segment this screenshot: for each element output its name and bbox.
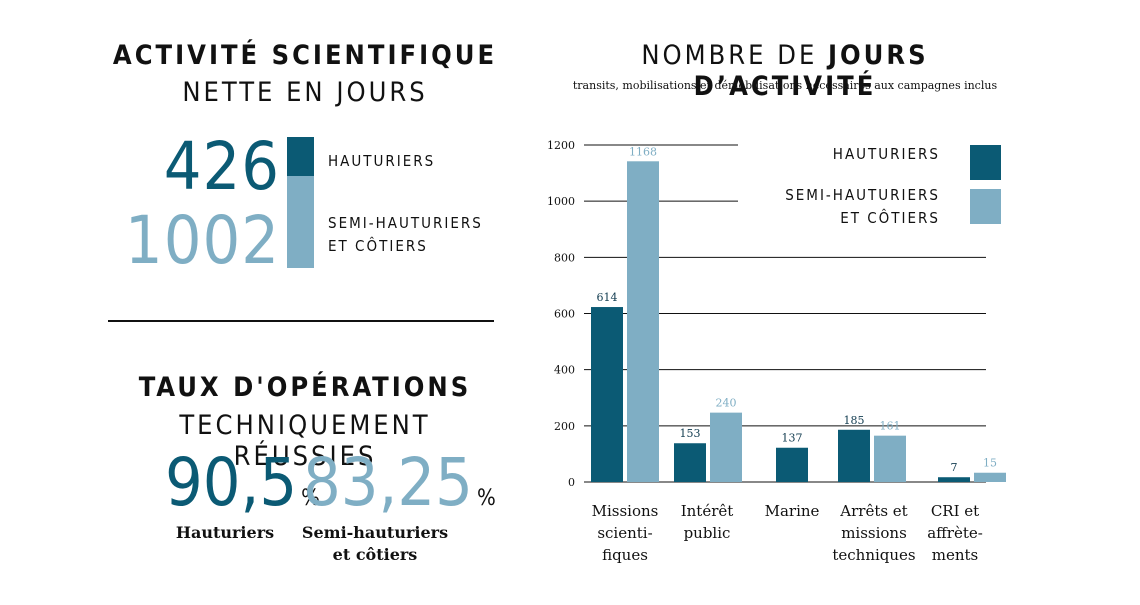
chart-title-normal: NOMBRE DE bbox=[641, 40, 828, 71]
taux-semi: 83,25% bbox=[303, 448, 496, 518]
section-divider bbox=[108, 320, 494, 322]
category-label-line: affrète- bbox=[927, 524, 983, 542]
taux-semi-label-line2: et côtiers bbox=[332, 545, 418, 564]
category-label: Arrêts et missions techniques bbox=[819, 500, 929, 566]
activite-semi-label-line1: SEMI-HAUTURIERS bbox=[328, 214, 483, 232]
category-label-line: fiques bbox=[602, 546, 648, 564]
bar-hauturiers bbox=[938, 477, 970, 482]
bar-value-label: 161 bbox=[880, 420, 901, 433]
y-tick-label: 600 bbox=[554, 308, 575, 321]
category-label: Intérêt public bbox=[652, 500, 762, 544]
category-label-line: Missions bbox=[591, 502, 659, 520]
taux-hauturiers-value: 90,5 bbox=[165, 444, 298, 521]
category-label-line: public bbox=[683, 524, 731, 542]
category-label-line: Marine bbox=[764, 502, 820, 520]
y-tick-label: 0 bbox=[568, 476, 575, 489]
chart-subtitle: transits, mobilisations et démobilisatio… bbox=[572, 79, 998, 92]
stack-bar-semi bbox=[287, 176, 314, 268]
category-label-line: techniques bbox=[832, 546, 916, 564]
y-tick-label: 1000 bbox=[547, 195, 575, 208]
legend-semi-label-line1: SEMI-HAUTURIERS bbox=[785, 186, 940, 204]
chart-bars: 614 153 137 185 7 1168 240 161 15 bbox=[591, 145, 1006, 482]
activite-semi-value: 1002 bbox=[124, 202, 280, 279]
activite-subtitle: NETTE EN JOURS bbox=[182, 77, 428, 108]
bar-value-label: 185 bbox=[844, 414, 865, 427]
bar-semi bbox=[627, 161, 659, 482]
bar-value-label: 240 bbox=[716, 397, 737, 410]
percent-symbol: % bbox=[476, 486, 496, 511]
bar-value-label: 137 bbox=[782, 432, 803, 445]
bar-value-label: 7 bbox=[951, 461, 958, 474]
bar-semi bbox=[974, 472, 1006, 482]
legend-swatch-semi bbox=[970, 189, 1001, 224]
legend-semi-label-line2: ET CÔTIERS bbox=[840, 209, 940, 227]
stack-bar-hauturiers bbox=[287, 137, 314, 176]
chart-title: NOMBRE DE JOURS D’ACTIVITÉ bbox=[560, 40, 1010, 102]
taux-hauturiers-label: Hauturiers bbox=[175, 523, 275, 542]
category-label: Missions scienti-fiques bbox=[570, 500, 680, 566]
activite-hauturiers-value: 426 bbox=[163, 128, 280, 205]
category-label-line: Arrêts et bbox=[840, 502, 908, 520]
legend-hauturiers-label: HAUTURIERS bbox=[832, 145, 940, 163]
activite-semi-label-line2: ET CÔTIERS bbox=[328, 237, 428, 255]
category-label-line: Intérêt bbox=[680, 502, 734, 520]
category-label-line: scienti- bbox=[597, 524, 653, 542]
y-tick-label: 400 bbox=[554, 364, 575, 377]
bar-value-label: 614 bbox=[597, 291, 618, 304]
category-label-line: missions bbox=[841, 524, 907, 542]
y-tick-label: 1200 bbox=[547, 139, 575, 152]
bar-semi bbox=[874, 435, 906, 482]
category-label: CRI et affrète-ments bbox=[900, 500, 1010, 566]
taux-title: TAUX D'OPÉRATIONS bbox=[138, 372, 472, 403]
y-tick-label: 200 bbox=[554, 420, 575, 433]
bar-semi bbox=[710, 412, 742, 482]
taux-semi-value: 83,25 bbox=[303, 444, 473, 521]
bar-hauturiers bbox=[674, 443, 706, 482]
taux-hauturiers: 90,5% bbox=[165, 448, 320, 518]
bar-hauturiers bbox=[776, 447, 808, 482]
activite-title: ACTIVITÉ SCIENTIFIQUE bbox=[112, 40, 498, 71]
taux-semi-label-line1: Semi-hauturiers bbox=[301, 523, 449, 542]
taux-subtitle: TECHNIQUEMENT RÉUSSIES bbox=[179, 410, 431, 472]
category-label: Marine bbox=[737, 500, 847, 522]
bar-value-label: 1168 bbox=[629, 145, 657, 158]
y-tick-label: 800 bbox=[554, 251, 575, 264]
bar-hauturiers bbox=[591, 307, 623, 482]
category-label-line: ments bbox=[931, 546, 979, 564]
bar-value-label: 153 bbox=[680, 427, 701, 440]
percent-symbol: % bbox=[301, 486, 320, 511]
legend-swatch-hauturiers bbox=[970, 145, 1001, 180]
chart-title-bold: JOURS D’ACTIVITÉ bbox=[693, 40, 929, 102]
bar-hauturiers bbox=[838, 429, 870, 482]
bar-value-label: 15 bbox=[983, 457, 997, 470]
category-label-line: CRI et bbox=[930, 502, 980, 520]
activite-hauturiers-label: HAUTURIERS bbox=[328, 152, 436, 170]
